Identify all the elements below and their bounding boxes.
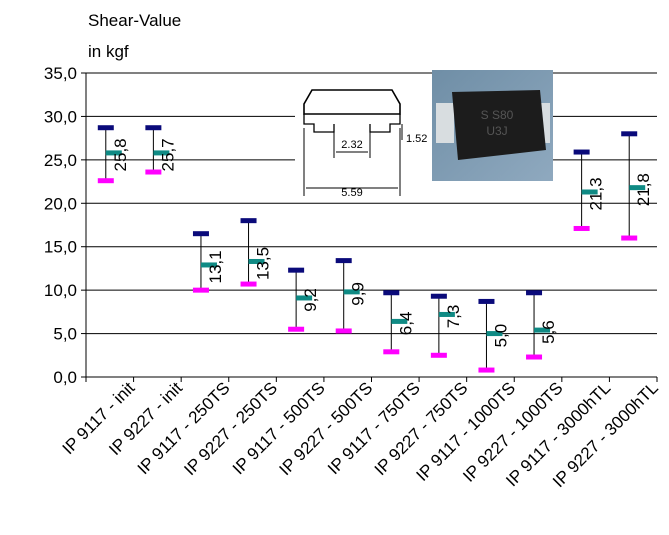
data-label: 5,0: [491, 324, 510, 348]
photo-marking-line2: U3J: [486, 124, 507, 138]
mean-marker: [296, 295, 313, 301]
y-axis-label-line1: Shear-Value: [88, 11, 182, 30]
y-tick-label: 10,0: [44, 281, 77, 300]
data-label: 13,1: [206, 250, 225, 283]
y-tick-label: 20,0: [44, 194, 77, 213]
mean-marker: [153, 150, 170, 156]
low-marker: [621, 235, 638, 241]
high-marker: [97, 125, 114, 131]
high-marker: [145, 125, 162, 131]
photo-marking-line1: S S80: [481, 108, 514, 122]
high-marker: [335, 258, 352, 264]
mean-marker: [105, 150, 122, 156]
data-label: 21,3: [587, 177, 606, 210]
data-label: 7,3: [444, 305, 463, 329]
high-marker: [478, 298, 495, 304]
y-tick-label: 0,0: [53, 368, 77, 387]
high-marker: [430, 293, 447, 299]
low-marker: [526, 354, 543, 360]
high-marker: [383, 290, 400, 296]
high-marker: [526, 290, 543, 296]
data-labels: 25,8 25,7 13,1 13,5 9,2 9,9 6,4 7,3 5,0 5,6 21,3 21…: [111, 138, 653, 347]
high-marker: [192, 231, 209, 237]
data-label: 9,9: [349, 282, 368, 306]
y-tick-label: 30,0: [44, 107, 77, 126]
data-label: 25,7: [158, 138, 177, 171]
high-marker: [240, 218, 257, 224]
low-marker: [240, 281, 257, 287]
data-label: 13,5: [254, 247, 273, 280]
mean-marker: [534, 327, 551, 333]
dim-inner-label: 2.32: [341, 139, 362, 151]
dim-height-label: 1.52: [406, 133, 427, 145]
mean-marker: [248, 258, 265, 264]
data-label: 21,8: [634, 173, 653, 206]
y-axis-label-line2: in kgf: [88, 42, 129, 61]
low-marker: [192, 287, 209, 293]
dim-outer-label: 5.59: [341, 187, 362, 199]
mean-marker: [581, 189, 598, 195]
low-marker: [383, 349, 400, 355]
mean-marker: [391, 318, 408, 324]
y-tick-label: 15,0: [44, 238, 77, 257]
mean-marker: [343, 289, 360, 295]
low-marker: [145, 169, 162, 175]
y-tick-label: 25,0: [44, 151, 77, 170]
low-marker: [430, 352, 447, 358]
high-marker: [573, 149, 590, 155]
high-marker: [288, 267, 305, 273]
high-marker: [621, 131, 638, 137]
mean-marker: [200, 262, 217, 268]
y-tick-labels: 0,0 5,0 10,0 15,0 20,0 25,0 30,0 35,0: [44, 64, 77, 387]
chart-marks: [97, 125, 646, 373]
low-marker: [478, 367, 495, 373]
data-label: 25,8: [111, 138, 130, 171]
mean-marker: [486, 331, 503, 337]
y-tick-label: 5,0: [53, 325, 77, 344]
data-label: 9,2: [301, 288, 320, 312]
diagram-background: [295, 85, 435, 185]
data-label: 5,6: [539, 320, 558, 344]
mean-marker: [629, 185, 646, 191]
component-photo: S S80 U3J: [432, 70, 553, 181]
data-label: 6,4: [396, 312, 415, 336]
low-marker: [97, 178, 114, 184]
photo-package-body: [452, 90, 546, 160]
photo-left-lead: [436, 103, 454, 143]
axes: [81, 72, 658, 382]
low-marker: [573, 225, 590, 231]
y-tick-label: 35,0: [44, 64, 77, 83]
package-outline-diagram: 2.32 5.59 1.52: [295, 85, 435, 199]
mean-marker: [438, 311, 455, 317]
low-marker: [335, 328, 352, 334]
low-marker: [288, 326, 305, 332]
